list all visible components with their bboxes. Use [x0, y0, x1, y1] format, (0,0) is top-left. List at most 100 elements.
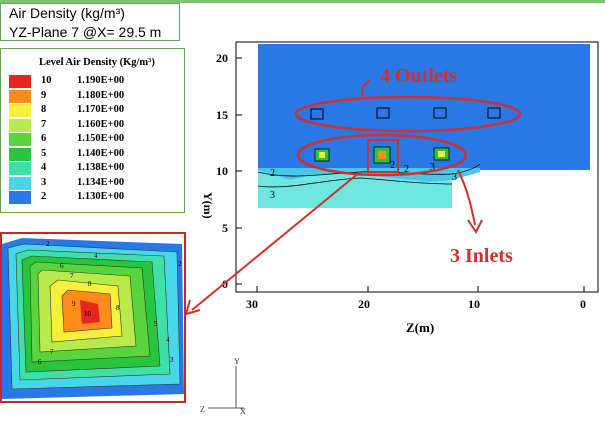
inlet-3 [433, 147, 450, 161]
legend-value: 1.190E+00 [77, 75, 125, 86]
legend-row: 4 1.138E+00 [9, 162, 179, 175]
legend-level: 9 [41, 89, 47, 101]
legend-row: 9 1.180E+00 [9, 89, 179, 103]
x-tick-label: 30 [246, 297, 258, 311]
legend-swatch [9, 162, 31, 175]
legend-swatch [9, 191, 31, 204]
outlet-1 [310, 108, 324, 120]
y-tick-label: 5 [222, 221, 228, 235]
title-line-1: Air Density (kg/m³) [9, 5, 125, 21]
x-axis-label: Z(m) [406, 320, 434, 335]
outlet-2 [376, 107, 390, 119]
contour-label: 3 [430, 162, 435, 173]
legend-value: 1.150E+00 [77, 133, 125, 144]
zoom-inset: 2 4 6 7 8 9 10 8 7 6 5 4 3 2 [0, 232, 186, 403]
legend-value: 1.130E+00 [77, 191, 125, 202]
zoom-contour-label: 5 [154, 320, 158, 328]
legend-swatch [9, 118, 31, 132]
axes-triad: Y Z X [200, 357, 246, 416]
triad-x-label: X [240, 407, 246, 416]
x-ticks: 30 20 10 0 [246, 286, 586, 311]
legend-value: 1.138E+00 [77, 162, 125, 173]
zoom-source-box [367, 139, 399, 173]
legend-row: 2 1.130E+00 [9, 191, 179, 204]
triad-z-label: Z [200, 405, 205, 414]
zoom-connector [184, 171, 361, 316]
zoom-contour-label: 4 [94, 252, 98, 260]
zoom-contour-label: 8 [116, 304, 120, 312]
legend-level: 4 [41, 162, 47, 173]
inlets-label: 3 Inlets [450, 245, 513, 267]
zoom-contour-label: 3 [170, 356, 174, 364]
legend-level: 8 [41, 104, 47, 115]
contour-line-3 [257, 177, 453, 188]
y-tick-label: 10 [216, 164, 228, 178]
legend-level: 10 [41, 75, 52, 86]
legend-level: 5 [41, 147, 47, 159]
legend-value: 1.140E+00 [77, 147, 125, 159]
zoom-contour-lines [7, 243, 181, 390]
zoom-contour-label: 6 [60, 262, 64, 270]
contour-label: 2 [270, 168, 275, 179]
inlets-highlight-ellipse [296, 133, 468, 177]
zoom-contour-label: 7 [70, 272, 74, 280]
triad-y-label: Y [234, 357, 240, 366]
legend-title: Level Air Density (Kg/m³) [39, 57, 155, 68]
legend: Level Air Density (Kg/m³) 10 1.190E+00 9 1.… [0, 48, 185, 213]
zoom-contour-label: 6 [38, 358, 42, 366]
legend-value: 1.160E+00 [77, 118, 125, 130]
zoom-level-10 [80, 300, 100, 324]
x-tick-label: 10 [468, 297, 480, 311]
legend-level: 2 [41, 191, 47, 202]
zoom-contour-label: 2 [46, 240, 50, 248]
plot-frame [235, 41, 599, 293]
outlets-label: 4 Outlets [380, 65, 457, 87]
legend-swatch [9, 75, 31, 88]
zoom-contour-plot: 2 4 6 7 8 9 10 8 7 6 5 4 3 2 [2, 234, 184, 401]
inlet-2 [373, 146, 391, 164]
y-axis-label: Y(m) [201, 192, 215, 219]
legend-swatch [9, 147, 31, 161]
outlets-arrow [361, 79, 371, 99]
zoom-contour-label: 10 [84, 310, 92, 318]
legend-row: 3 1.134E+00 [9, 176, 179, 190]
legend-swatch [9, 89, 31, 103]
legend-level: 7 [41, 118, 47, 130]
legend-row: 8 1.170E+00 [9, 104, 179, 117]
x-tick-label: 20 [358, 297, 370, 311]
outlets-highlight-ellipse [294, 95, 522, 133]
y-tick-label: 15 [216, 108, 228, 122]
zoom-contour-label: 9 [72, 300, 76, 308]
x-tick-label: 0 [580, 297, 586, 311]
zoom-contour-label: 4 [166, 336, 170, 344]
zoom-contour-label: 7 [50, 348, 54, 356]
contour-label: 3 [270, 190, 275, 201]
zoom-contour-labels: 2 4 6 7 8 9 10 8 7 6 5 4 3 2 [38, 240, 182, 366]
lower-region-level-3 [258, 170, 452, 208]
legend-row: 7 1.160E+00 [9, 118, 179, 132]
legend-swatch [9, 104, 31, 117]
legend-value: 1.170E+00 [77, 104, 125, 115]
zoom-contour-label: 8 [88, 280, 92, 288]
legend-value: 1.134E+00 [77, 176, 125, 188]
contour-label: 3 [452, 172, 457, 183]
legend-row: 6 1.150E+00 [9, 133, 179, 146]
title-box: Air Density (kg/m³) YZ-Plane 7 @X= 29.5 … [0, 3, 180, 41]
legend-row: 5 1.140E+00 [9, 147, 179, 161]
contour-label: 2 [390, 160, 395, 171]
y-tick-label: 20 [216, 51, 228, 65]
top-accent-bar [0, 0, 605, 3]
legend-swatch [9, 133, 31, 146]
inlets-arrowhead [467, 219, 483, 234]
outlet-4 [487, 107, 501, 119]
contour-label: 2 [404, 164, 409, 175]
legend-level: 6 [41, 133, 47, 144]
main-plot: 2 3 2 2 3 3 20 15 10 5 0 Y(m) 30 20 10 0… [201, 41, 599, 335]
legend-row: 10 1.190E+00 [9, 75, 179, 88]
legend-swatch [9, 176, 31, 190]
title-line-2: YZ-Plane 7 @X= 29.5 m [9, 24, 162, 40]
upper-region [258, 44, 590, 170]
legend-level: 3 [41, 176, 47, 188]
legend-value: 1.180E+00 [77, 89, 125, 101]
outlet-3 [433, 107, 447, 119]
